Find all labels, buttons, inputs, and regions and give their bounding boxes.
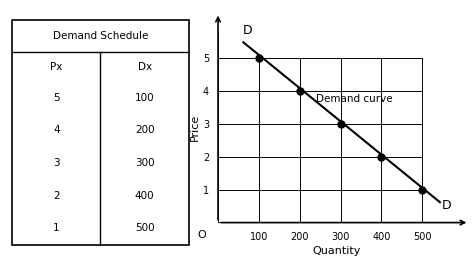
- Text: O: O: [197, 230, 206, 240]
- Text: 4: 4: [53, 125, 60, 135]
- Point: [337, 122, 345, 126]
- Text: 200: 200: [135, 125, 155, 135]
- Text: Demand Schedule: Demand Schedule: [53, 31, 148, 41]
- Text: Dx: Dx: [137, 62, 152, 72]
- Point: [378, 155, 385, 159]
- Text: 400: 400: [135, 191, 155, 201]
- Text: 1: 1: [53, 223, 60, 233]
- Text: 2: 2: [53, 191, 60, 201]
- Point: [419, 188, 426, 192]
- Text: 300: 300: [135, 158, 155, 168]
- Text: Demand curve: Demand curve: [316, 94, 393, 104]
- Text: D: D: [442, 199, 452, 212]
- Text: 3: 3: [53, 158, 60, 168]
- Text: 100: 100: [135, 93, 155, 103]
- Text: 5: 5: [53, 93, 60, 103]
- Point: [255, 56, 263, 60]
- Y-axis label: Price: Price: [190, 114, 200, 141]
- Text: D: D: [243, 24, 252, 37]
- X-axis label: Quantity: Quantity: [312, 246, 361, 256]
- Point: [296, 89, 303, 93]
- Text: Px: Px: [50, 62, 63, 72]
- Text: 500: 500: [135, 223, 155, 233]
